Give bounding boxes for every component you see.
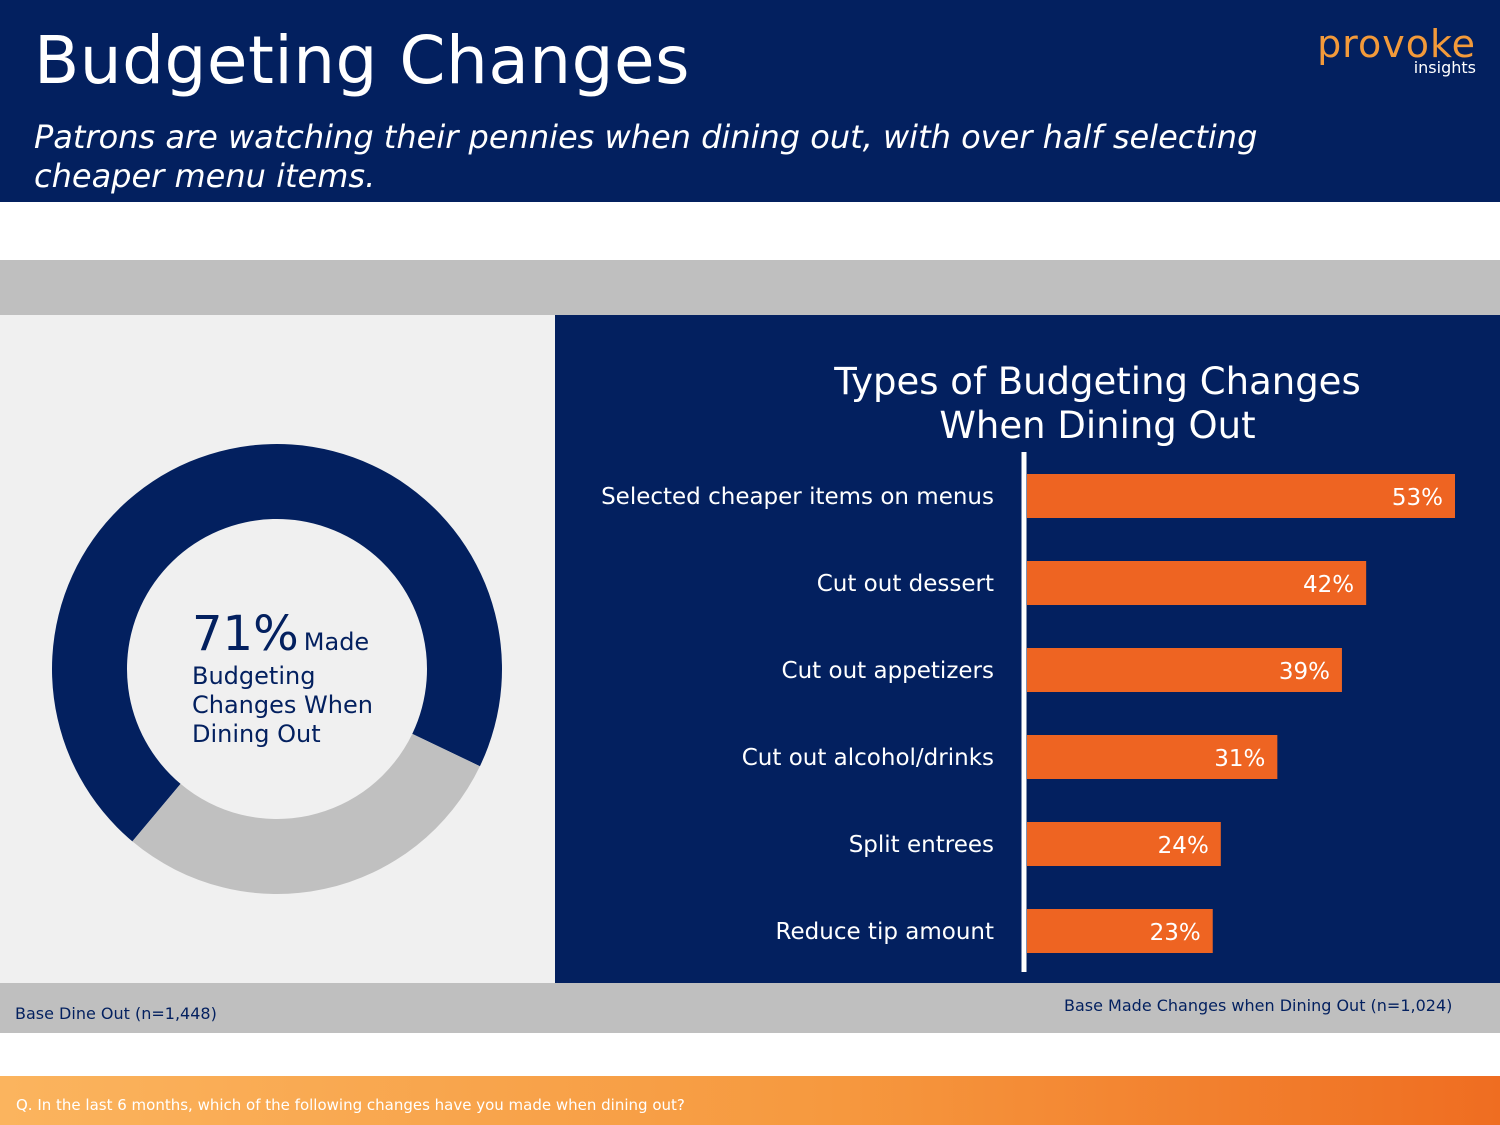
- footer-band: [0, 1076, 1500, 1125]
- logo-wordmark: provoke: [1317, 22, 1476, 66]
- donut-chart: [52, 444, 502, 894]
- chart-title: Types of Budgeting Changes When Dining O…: [834, 360, 1361, 447]
- logo-subtext: insights: [1413, 58, 1476, 77]
- header-banner: Budgeting Changes Patrons are watching t…: [0, 0, 1500, 202]
- donut-segment-made: [52, 444, 502, 842]
- donut-center-label: 71% Made Budgeting Changes When Dining O…: [192, 606, 412, 749]
- provoke-logo: provoke insights: [1317, 24, 1476, 76]
- page-title: Budgeting Changes: [34, 22, 690, 99]
- base-band: [0, 983, 1500, 1033]
- donut-made-label: Made: [303, 628, 370, 656]
- donut-percent: 71%: [192, 606, 299, 662]
- donut-segment-not-made: [132, 733, 480, 894]
- page-subtitle: Patrons are watching their pennies when …: [34, 118, 1258, 195]
- base-note-left: Base Dine Out (n=1,448): [15, 1004, 217, 1023]
- divider-band: [0, 260, 1500, 315]
- survey-question: Q. In the last 6 months, which of the fo…: [16, 1096, 685, 1114]
- base-note-right: Base Made Changes when Dining Out (n=1,0…: [1064, 996, 1453, 1015]
- donut-description: Budgeting Changes When Dining Out: [192, 662, 373, 748]
